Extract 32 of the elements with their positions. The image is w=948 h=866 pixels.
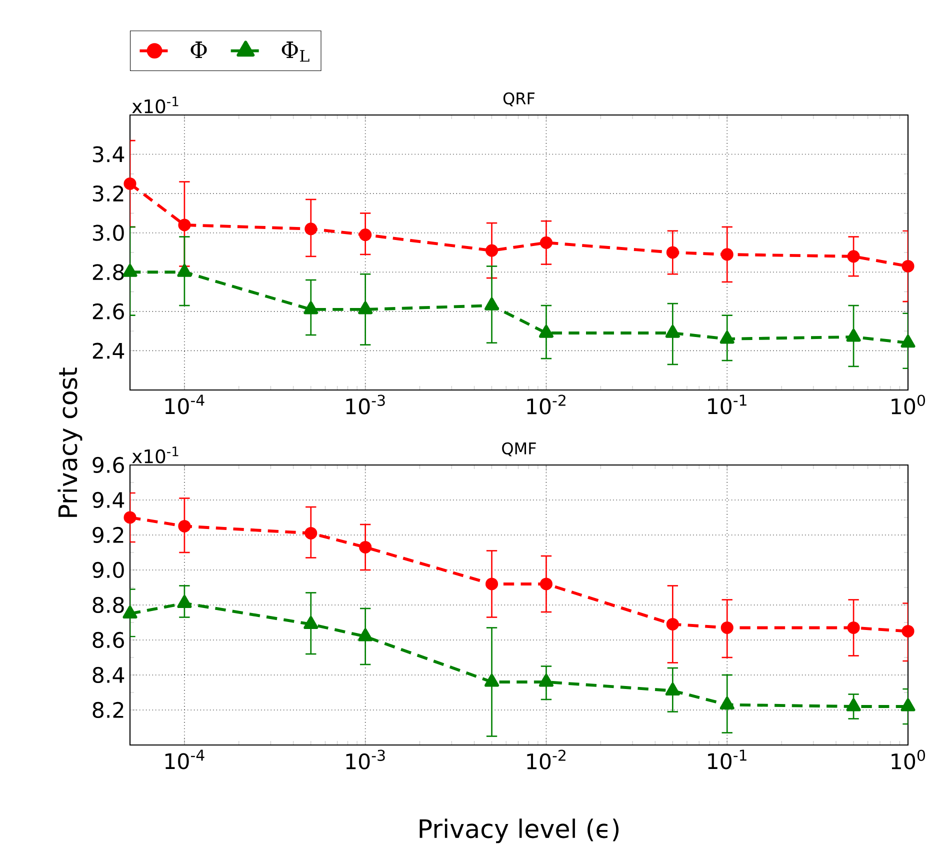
y-tick-label: 9.6 xyxy=(92,456,124,474)
y-tick-label: 2.4 xyxy=(92,342,124,359)
x-tick-label: 10$^{0}$ xyxy=(892,750,926,770)
x-tick-label: 10$^{-2}$ xyxy=(527,394,566,414)
x-tick-label: 10$^{-1}$ xyxy=(708,750,746,770)
chart-title: QRF xyxy=(503,92,535,106)
text: x10$^{-1}$ xyxy=(132,446,178,464)
y-tick-label: 3.0 xyxy=(92,224,124,241)
x-tick-label: 10$^{-4}$ xyxy=(165,394,204,414)
y-tick-label: 2.8 xyxy=(92,264,124,280)
y-tick-label: 9.0 xyxy=(92,562,124,578)
x-tick-label: 10$^{0}$ xyxy=(892,394,925,414)
x-tick-label: 10$^{-1}$ xyxy=(708,394,746,414)
x-tick-label: 10$^{-2}$ xyxy=(527,750,566,770)
y-tick-label: 3.2 xyxy=(92,185,124,202)
text: x10$^{-1}$ xyxy=(132,96,178,114)
legend-label: Φ$_{L}$ xyxy=(282,42,310,62)
y-tick-label: 8.4 xyxy=(92,666,124,684)
legend-label: Φ xyxy=(190,42,207,58)
y-tick-label: 2.6 xyxy=(92,303,124,320)
chart-title: QMF xyxy=(502,442,536,456)
y-tick-label: 9.2 xyxy=(92,526,124,544)
y-axis-title: Privacy cost xyxy=(58,368,82,517)
x-tick-label: 10$^{-3}$ xyxy=(346,750,385,770)
x-tick-label: 10$^{-4}$ xyxy=(165,750,204,770)
x-axis-title: Privacy level (ϵ) xyxy=(420,818,619,844)
y-tick-label: 8.6 xyxy=(92,632,124,648)
y-tick-label: 8.2 xyxy=(92,702,124,718)
x-tick-label: 10$^{-3}$ xyxy=(346,394,385,414)
y-tick-label: 3.4 xyxy=(92,146,124,162)
y-tick-label: 9.4 xyxy=(92,492,124,508)
y-tick-label: 8.8 xyxy=(92,596,124,614)
